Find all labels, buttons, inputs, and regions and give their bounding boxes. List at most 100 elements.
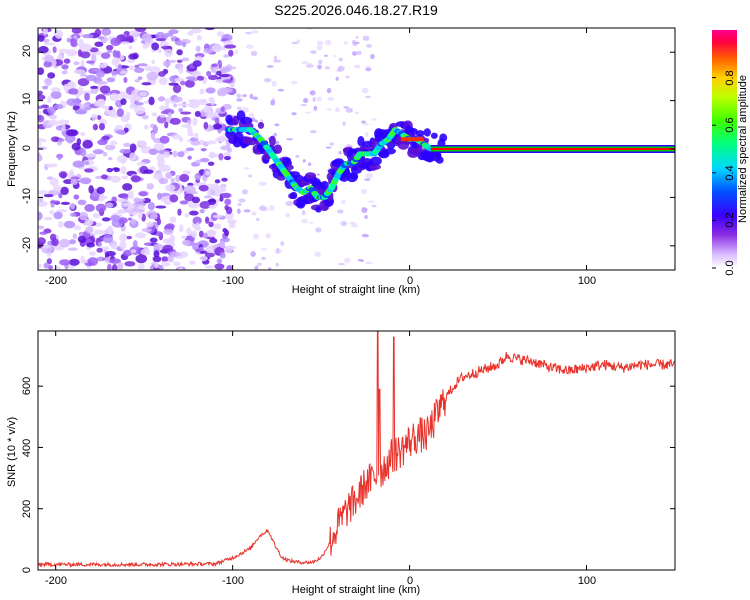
spectrogram-cell bbox=[117, 198, 128, 203]
spectrogram-cell bbox=[205, 87, 216, 94]
spectrogram-cell bbox=[221, 177, 228, 182]
spectrogram-cell bbox=[117, 261, 124, 270]
spectrogram-cell bbox=[146, 221, 154, 228]
spectrogram-cell bbox=[245, 44, 254, 49]
spectrogram-cell bbox=[203, 105, 211, 114]
spectrogram-cell bbox=[44, 42, 56, 46]
spectrogram-cell bbox=[325, 146, 332, 149]
spectrogram-cell bbox=[214, 179, 221, 184]
spectrogram-cell bbox=[105, 44, 114, 51]
spectrogram-cell bbox=[435, 156, 444, 164]
colorbar-ticks bbox=[712, 77, 716, 269]
spectrogram-cell bbox=[80, 147, 87, 157]
spectrogram-cell bbox=[163, 151, 171, 158]
spectrogram-cell bbox=[153, 266, 160, 270]
spectrogram-cell bbox=[327, 96, 335, 101]
spectrogram-cell bbox=[185, 147, 195, 152]
spectrogram-cell bbox=[134, 78, 141, 83]
spectrogram-cell bbox=[243, 209, 251, 213]
spectrogram-cell bbox=[45, 163, 58, 168]
spectrogram-cell bbox=[157, 96, 166, 102]
spectrogram-cell bbox=[38, 152, 42, 162]
spectrogram-cell bbox=[195, 248, 201, 253]
spectrogram-cell bbox=[127, 217, 132, 221]
spectrogram-cell bbox=[119, 241, 127, 250]
spectrogram-cell bbox=[164, 48, 173, 58]
snr-series-line bbox=[38, 331, 675, 568]
spectrogram-cell bbox=[384, 147, 396, 155]
snr-frame bbox=[37, 330, 676, 571]
spectrogram-cell bbox=[186, 119, 192, 125]
spectrogram-cell bbox=[146, 71, 159, 81]
spectrogram-cell bbox=[95, 70, 105, 78]
spectrogram-cell bbox=[277, 88, 285, 92]
chart-title: S225.2026.046.18.27.R19 bbox=[274, 2, 438, 18]
spectrogram-cell bbox=[43, 60, 53, 68]
spectrogram-cell bbox=[106, 225, 114, 235]
spectrogram-cell bbox=[51, 87, 61, 92]
spectrogram-cell bbox=[200, 157, 210, 163]
spectrogram-cell bbox=[138, 140, 148, 147]
spectrogram-cell bbox=[129, 152, 136, 161]
spectrogram-cell bbox=[169, 234, 176, 243]
spectrogram-cell bbox=[50, 90, 62, 100]
spectrogram-cell bbox=[260, 248, 268, 251]
spectrogram-cell bbox=[137, 263, 145, 270]
spectrogram-cell bbox=[439, 133, 448, 142]
spectrogram-cell bbox=[38, 237, 46, 245]
spectrogram-cell bbox=[286, 138, 293, 141]
y-tick-label: 600 bbox=[21, 377, 33, 395]
spectrogram-cell bbox=[104, 144, 116, 151]
spectrogram-cell bbox=[90, 113, 98, 121]
spectrogram-cell bbox=[73, 69, 86, 75]
colorbar-label: Normalized spectral amplitude bbox=[737, 75, 749, 223]
colorbar-tick-label: 0.6 bbox=[724, 117, 736, 132]
colorbar-tick-label: 0.4 bbox=[724, 165, 736, 180]
spectrogram-cell bbox=[219, 240, 226, 249]
spectrogram-cell bbox=[178, 267, 184, 270]
spectrogram-cell bbox=[316, 173, 321, 176]
spectrogram-cell bbox=[340, 221, 348, 226]
spectrogram-cell bbox=[303, 97, 309, 103]
spectrogram-cell bbox=[160, 45, 173, 50]
spectrogram-cell bbox=[245, 31, 252, 35]
spectrogram-cell bbox=[249, 93, 254, 99]
spectrogram-cell bbox=[141, 228, 153, 233]
spectrogram-cell bbox=[111, 70, 118, 76]
spectrogram-cell bbox=[168, 82, 179, 86]
spectrogram-cell bbox=[187, 99, 200, 103]
spectrogram-cell bbox=[49, 177, 59, 187]
spectrogram-x-tick-labels: -200 -100 0 100 bbox=[45, 275, 596, 287]
spectrogram-cell bbox=[129, 143, 137, 153]
spectrogram-cell bbox=[204, 28, 216, 31]
y-tick-label: -10 bbox=[21, 188, 33, 204]
spectrogram-cell bbox=[149, 66, 161, 74]
spectrogram-cell bbox=[74, 97, 81, 107]
spectrogram-cell bbox=[218, 74, 230, 78]
spectrogram-cell bbox=[206, 140, 217, 145]
spectrogram-cell bbox=[41, 245, 52, 249]
spectrogram-cell bbox=[110, 140, 118, 145]
spectrogram-cell bbox=[364, 132, 369, 137]
spectrogram-cell bbox=[197, 100, 208, 106]
spectrogram-cell bbox=[49, 114, 58, 120]
spectrogram-y-axis-label: Frequency (Hz) bbox=[6, 111, 18, 187]
spectrogram-cell bbox=[38, 67, 45, 76]
spectrogram-cell bbox=[116, 129, 126, 135]
spectrogram-cell bbox=[220, 106, 225, 112]
spectrogram-cell bbox=[326, 87, 332, 94]
spectrogram-cell bbox=[270, 99, 276, 106]
spectrogram-cell bbox=[170, 177, 175, 184]
spectrogram-cell bbox=[353, 64, 361, 69]
spectrogram-cell bbox=[423, 128, 431, 137]
spectrogram-cell bbox=[335, 76, 339, 81]
spectrogram-cell bbox=[208, 97, 215, 102]
spectrogram-cell bbox=[324, 66, 330, 70]
spectrogram-cell bbox=[42, 28, 48, 35]
spectrogram-cell bbox=[101, 28, 112, 36]
spectrogram-cell bbox=[88, 185, 94, 194]
snr-x-tick-labels: -200 -100 0 100 bbox=[45, 575, 596, 587]
spectrogram-cell bbox=[223, 54, 230, 58]
spectrogram-cell bbox=[187, 182, 194, 187]
spectrogram-cell bbox=[241, 189, 248, 195]
